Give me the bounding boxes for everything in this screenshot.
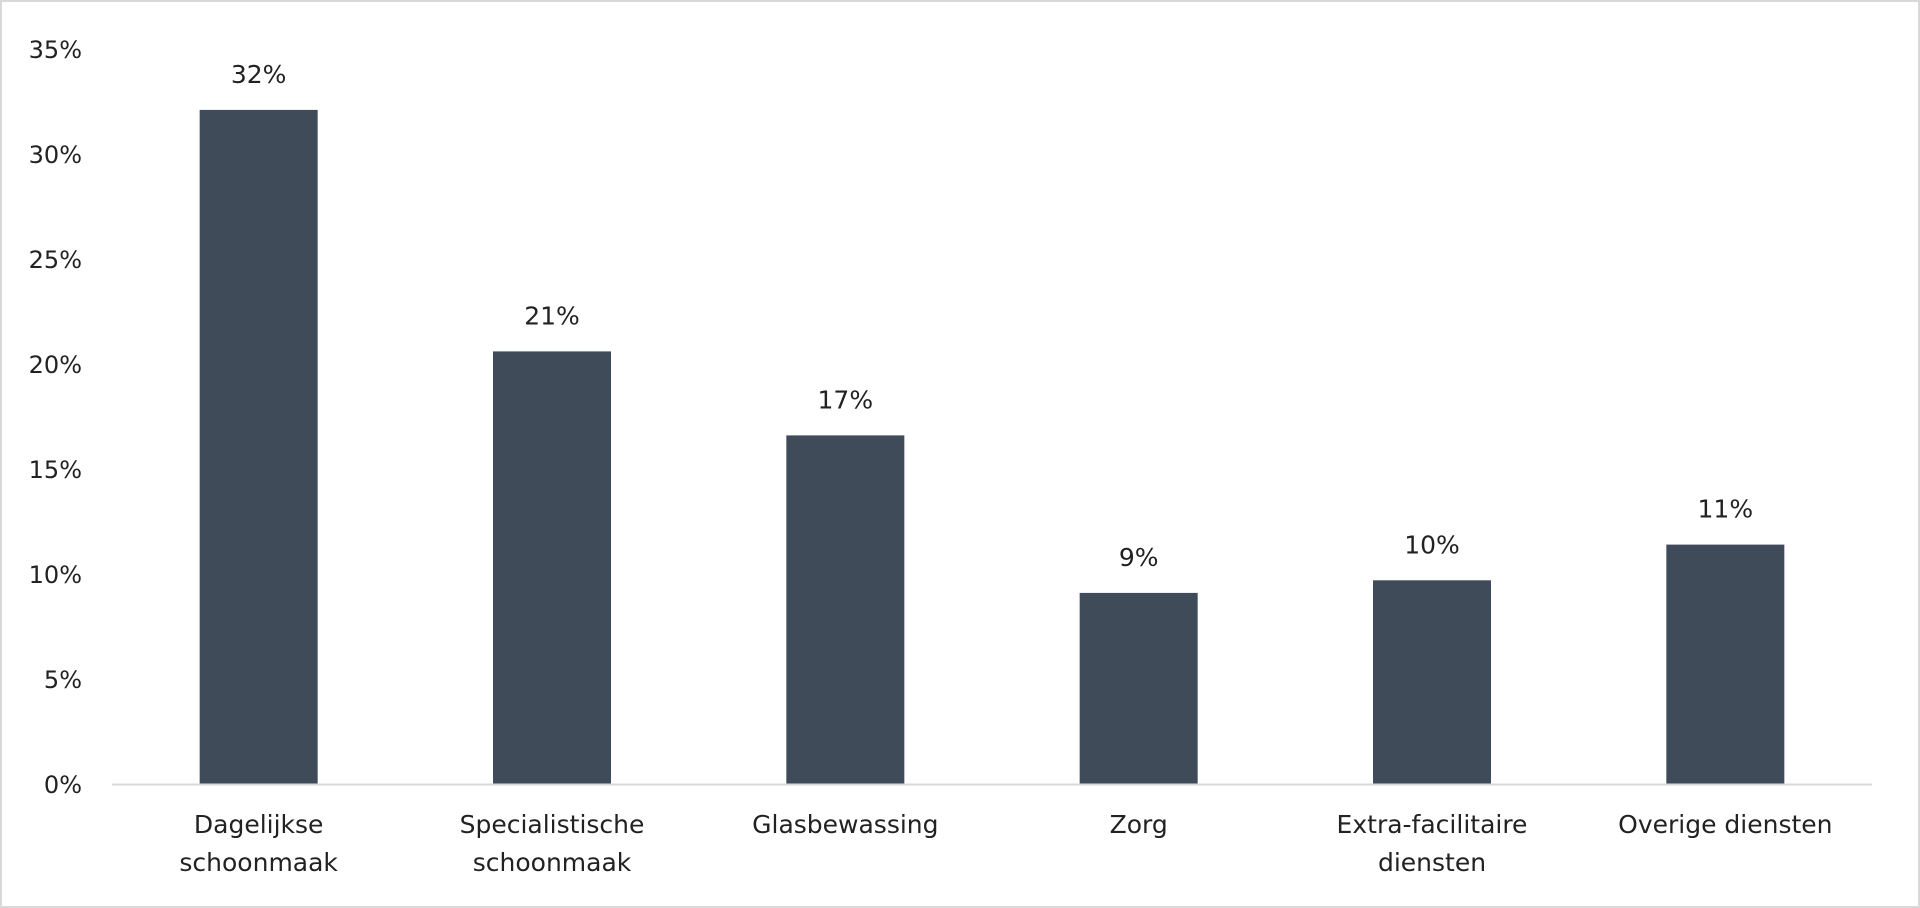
x-category-label: Dagelijkse schoonmaak [179,810,338,877]
bar-value-label: 21% [524,301,580,330]
bar-value-label: 32% [231,60,287,89]
y-tick-label: 30% [29,141,82,169]
y-axis: 0% 5% 10% 15% 20% 25% 30% 35% [29,36,82,799]
x-category-label: Zorg [1110,810,1168,839]
bar-value-label: 10% [1404,530,1460,559]
y-tick-label: 15% [29,456,82,484]
x-axis: Dagelijkse schoonmaak Specialistische schoo… [179,810,1832,877]
x-category-label: Extra-facilitaire diensten [1337,810,1528,877]
x-category-label: Overige diensten [1618,810,1832,839]
bar [493,351,611,784]
y-tick-label: 10% [29,561,82,589]
bar [786,435,905,784]
y-tick-label: 5% [44,666,82,694]
bar [1079,592,1198,784]
bars [199,109,1785,784]
y-tick-label: 25% [29,246,82,274]
bar [1373,580,1491,784]
x-category-label: Specialistische schoonmaak [460,810,645,877]
bar-value-label: 17% [818,385,874,414]
x-category-label: Glasbewassing [752,810,938,839]
y-tick-label: 20% [29,351,82,379]
y-tick-label: 0% [44,771,82,799]
bar [1666,544,1785,784]
bar [199,109,318,784]
data-labels: 32% 21% 17% 9% 10% 11% [231,60,1753,572]
y-tick-label: 35% [29,36,82,64]
bar-value-label: 9% [1119,543,1159,572]
bar-value-label: 11% [1698,495,1754,524]
